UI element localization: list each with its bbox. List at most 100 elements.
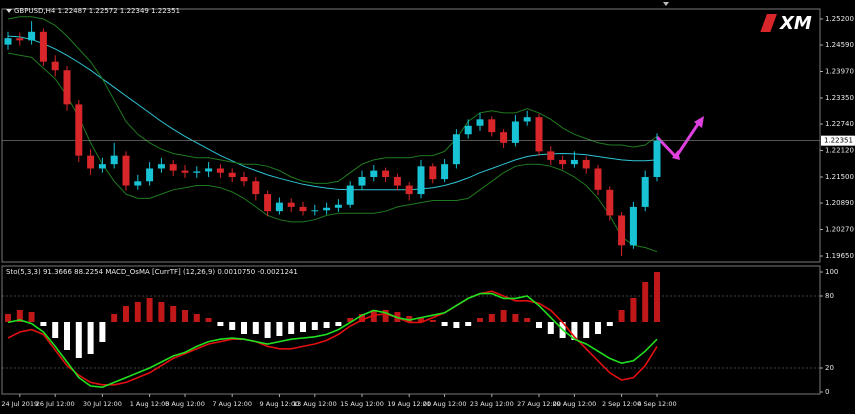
candle-body [157, 164, 165, 169]
candle-body [323, 207, 331, 211]
histogram-bar [347, 318, 354, 322]
candle-body [311, 210, 319, 212]
y-tick-label: 1.22120 [825, 147, 854, 155]
histogram-bar [64, 322, 70, 350]
histogram-bar [406, 316, 413, 322]
logo: XM [760, 13, 812, 34]
x-tick-label: 15 Aug 12:00 [340, 400, 384, 408]
candle-body [346, 185, 354, 205]
candle-body [205, 168, 213, 172]
x-tick-label: 24 Jul 2019 [1, 400, 38, 408]
candle-body [51, 61, 59, 71]
price-panel [1, 8, 821, 263]
histogram-bar [123, 306, 129, 322]
x-tick-label: 1 Aug 12:00 [130, 400, 170, 408]
candle-body [464, 125, 472, 135]
x-tick-label: 9 Aug 12:00 [260, 400, 300, 408]
y-tick-label: 1.20270 [825, 226, 854, 234]
histogram-bar [276, 322, 283, 336]
candle-body [393, 177, 401, 186]
current-price-box [821, 135, 855, 146]
candle-body [653, 140, 661, 178]
y-tick-label: 0 [825, 388, 829, 396]
histogram-bar [630, 298, 637, 322]
y-tick-label: 1.23350 [825, 94, 854, 102]
candle-body [500, 132, 508, 143]
histogram-bar [205, 318, 212, 322]
candle-body [641, 177, 649, 207]
x-tick-label: 13 Aug 12:00 [293, 400, 337, 408]
histogram-bar [477, 318, 483, 322]
chart-header: GBPUSD,H4 1.22487 1.22572 1.22349 1.2235… [14, 7, 180, 15]
candle-body [606, 189, 614, 216]
candle-body [181, 170, 189, 173]
candle-body [582, 159, 590, 169]
arrow-path [655, 120, 702, 160]
histogram-bar [170, 306, 177, 322]
x-tick-label: 23 Aug 12:00 [470, 400, 514, 408]
menu-arrow[interactable] [663, 2, 669, 6]
histogram-bar [642, 282, 649, 322]
histogram-bar [311, 322, 318, 330]
candle-body [275, 202, 283, 212]
histogram-bar [512, 314, 519, 322]
histogram-bar [288, 322, 295, 334]
histogram-bar [16, 310, 23, 322]
histogram-bar [264, 322, 271, 338]
histogram-bar [229, 322, 236, 330]
candle-body [98, 164, 106, 169]
histogram-bar [146, 298, 153, 322]
logo-mark [760, 14, 777, 32]
histogram-bar [111, 314, 118, 322]
candle-body [28, 31, 36, 41]
y-tick-label: 80 [825, 292, 834, 300]
histogram-bar [193, 314, 200, 322]
x-tick-label: 7 Aug 12:00 [212, 400, 252, 408]
histogram-bar [87, 322, 94, 354]
histogram-bar [323, 322, 330, 328]
histogram-bar [158, 302, 165, 322]
candle-body [429, 166, 437, 180]
current-price-label: 1.22351 [824, 137, 853, 145]
x-tick-label: 19 Aug 12:00 [387, 400, 431, 408]
candle-body [299, 206, 307, 212]
candle-body [476, 119, 484, 126]
candle-body [594, 168, 602, 190]
histogram-bar [465, 322, 472, 326]
histogram-bar [241, 322, 247, 334]
histogram-bar [382, 310, 389, 322]
histogram-bar [359, 314, 365, 322]
y-tick-label: 1.20890 [825, 199, 854, 207]
candle-body [417, 166, 425, 195]
histogram-bar [217, 322, 224, 326]
candle-body [511, 121, 519, 143]
histogram-bar [52, 322, 59, 338]
x-tick-label: 21 Aug 12:00 [423, 400, 467, 408]
histogram-bar [536, 322, 542, 328]
candle-body [39, 31, 47, 62]
histogram-bar [99, 322, 106, 342]
y-tick-label: 20 [825, 364, 834, 372]
histogram-bar [453, 322, 460, 328]
x-tick-label: 30 Jul 12:00 [83, 400, 122, 408]
y-tick-label: 1.22740 [825, 120, 854, 128]
candle-body [193, 171, 201, 173]
arrow-head [694, 116, 704, 128]
candle-body [63, 70, 71, 105]
candle-body [405, 185, 413, 195]
candle-body [4, 38, 12, 45]
histogram-bar [134, 302, 141, 322]
histogram-bar [618, 310, 625, 322]
histogram-bar [252, 322, 259, 334]
candle-body [240, 177, 248, 182]
candle-body [358, 177, 366, 186]
candle-body [452, 134, 460, 165]
candle-body [87, 155, 95, 169]
histogram-bar [595, 322, 601, 334]
bollinger-band [7, 52, 658, 253]
candle-body [16, 38, 24, 41]
histogram-bar [500, 310, 507, 322]
histogram-bar [335, 322, 342, 326]
candle-body [547, 151, 555, 160]
